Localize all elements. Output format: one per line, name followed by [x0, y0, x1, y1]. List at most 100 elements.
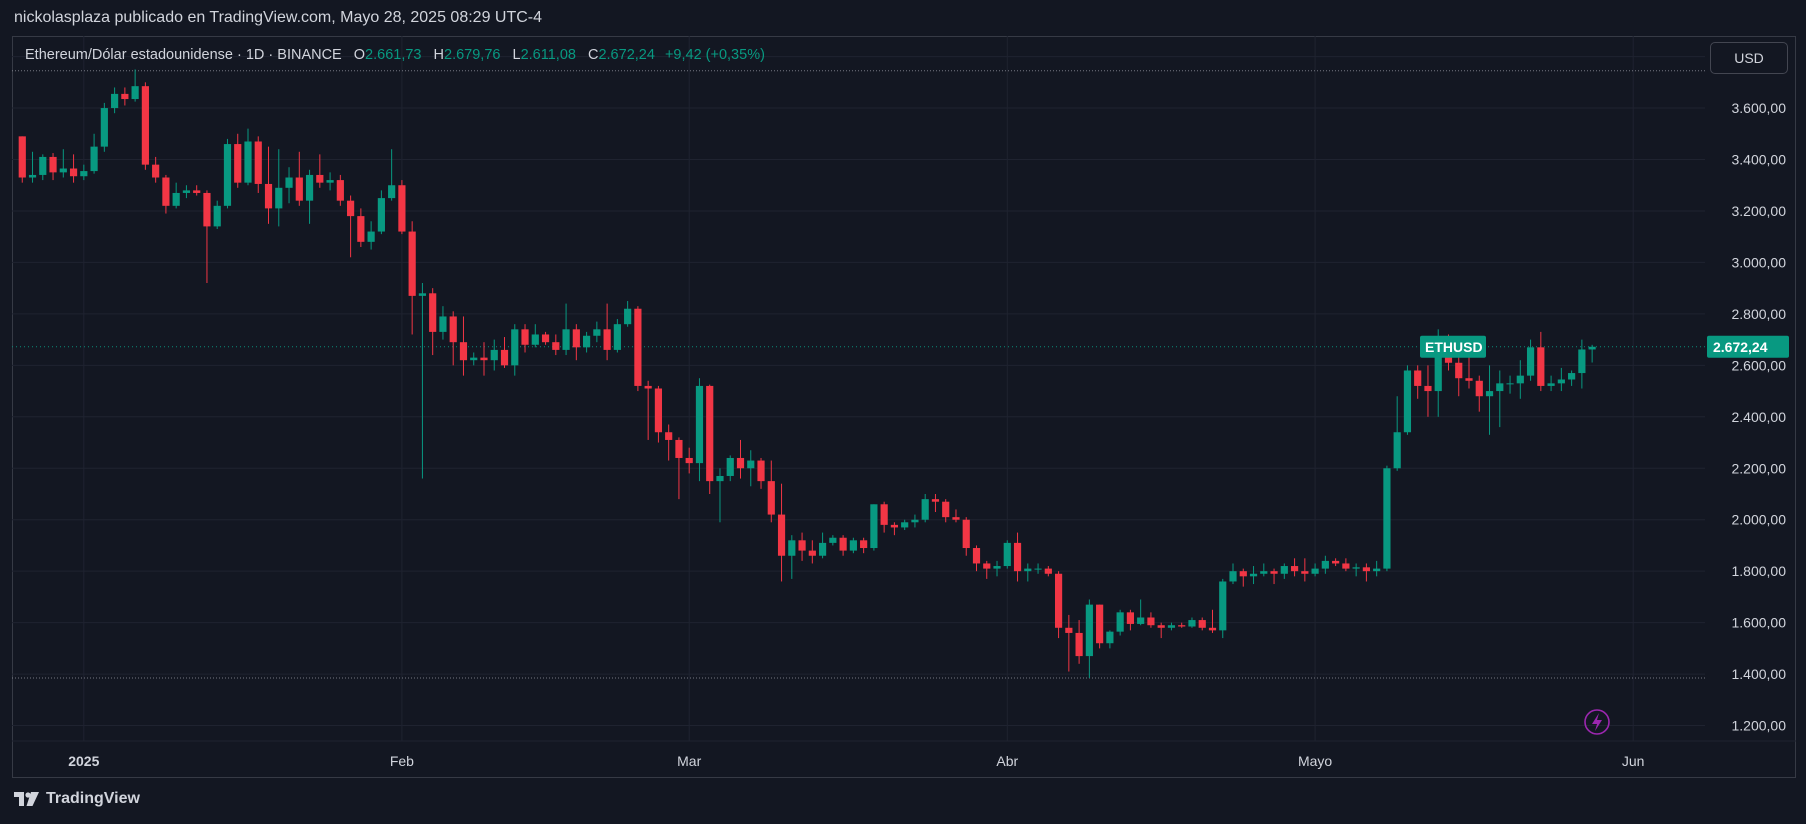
candle-body [1239, 571, 1247, 577]
candle [736, 439, 745, 479]
candle-body [1003, 542, 1011, 567]
candle [275, 149, 283, 227]
candle-body [931, 499, 940, 502]
candle [213, 200, 221, 229]
candle [788, 535, 796, 579]
candle-body [182, 190, 191, 193]
candle-body [1024, 568, 1032, 572]
candle [1465, 355, 1473, 389]
candle [347, 195, 355, 258]
candle-body [1096, 604, 1104, 644]
candle-body [1270, 571, 1278, 574]
candle [1034, 563, 1042, 574]
candle [1198, 617, 1206, 631]
low-key: L [512, 47, 521, 63]
candle [983, 560, 991, 579]
candle [1373, 560, 1381, 577]
candle-body [388, 185, 396, 199]
candle-body [685, 457, 693, 464]
candle-body [1506, 383, 1514, 385]
candle [367, 221, 375, 250]
candle [993, 560, 1001, 577]
candle-body [28, 174, 37, 178]
grid-layer [12, 36, 1705, 741]
candle-body [1496, 383, 1504, 392]
candle [767, 460, 775, 523]
price-tag-symbol: ETHUSD [1425, 339, 1483, 355]
candle-body [962, 519, 970, 549]
time-axis[interactable]: 2025 Feb Mar Abr Mayo Jun [12, 740, 1796, 769]
candle-body [880, 504, 888, 525]
candle-body [1414, 370, 1422, 386]
change-value: +9,42 (+0,35%) [664, 47, 765, 63]
price-tag-symbol-bg [1420, 335, 1486, 358]
footer-brand-label: TradingView [46, 790, 140, 807]
current-price-tag: ETHUSD 2.672,24 [1420, 335, 1789, 358]
candle-body [1188, 620, 1196, 627]
candle [808, 540, 816, 564]
currency-button[interactable]: USD [1710, 42, 1788, 74]
candle-body [1485, 391, 1494, 397]
close-value: 2.672,24 [598, 47, 655, 63]
candle [1106, 630, 1114, 649]
candle-body [316, 174, 324, 183]
candle [1568, 370, 1576, 386]
candle [972, 545, 981, 572]
candle [244, 128, 252, 186]
footer-brand[interactable]: TradingView [14, 790, 140, 808]
candle [1547, 375, 1555, 392]
candle [316, 154, 324, 188]
candle [1403, 365, 1412, 435]
candle-body [1116, 612, 1124, 632]
candle-body [1516, 375, 1524, 384]
candle [1229, 563, 1237, 585]
price-tag-price-bg [1707, 335, 1789, 358]
candle [1557, 367, 1565, 392]
candle [1260, 563, 1268, 577]
candle [1003, 540, 1011, 569]
candle-body [572, 329, 580, 348]
x-tick-label: Mayo [1298, 753, 1332, 769]
candle-body [1208, 627, 1217, 631]
candle [1588, 344, 1596, 363]
candle-body [1424, 385, 1432, 392]
candle-body [767, 481, 775, 515]
open-value: 2.661,73 [365, 47, 422, 63]
candle [531, 324, 539, 348]
low-value: 2.611,08 [520, 47, 576, 63]
close-key: C [587, 47, 599, 63]
price-axis[interactable]: 3.800,003.600,003.400,003.200,003.000,00… [1732, 49, 1787, 734]
candlestick-chart[interactable]: 3.800,003.600,003.400,003.200,003.000,00… [12, 36, 1796, 778]
candle [613, 319, 621, 353]
candle [100, 102, 108, 152]
candle [398, 180, 406, 235]
candle-body [849, 540, 857, 551]
candle-body [1085, 604, 1093, 657]
candle [254, 136, 262, 193]
candle [675, 437, 683, 500]
candle [388, 149, 396, 201]
candle [1414, 365, 1422, 399]
candle [1537, 331, 1545, 392]
y-tick-label: 1.600,00 [1732, 615, 1787, 631]
candle [1085, 599, 1093, 678]
candle [521, 324, 529, 353]
candle [1475, 375, 1483, 412]
candle [593, 321, 601, 343]
candle-body [993, 566, 1001, 569]
candle [152, 156, 160, 183]
candle [480, 342, 488, 376]
price-tag-price: 2.672,24 [1713, 339, 1768, 355]
candle [1054, 571, 1063, 639]
candle-body [541, 334, 550, 343]
candle-body [172, 192, 180, 206]
candle [654, 385, 663, 443]
candle-body [1455, 362, 1463, 379]
candle-body [1332, 560, 1340, 564]
candle-body [480, 357, 488, 361]
lightning-icon[interactable] [1584, 709, 1610, 735]
candle [829, 535, 837, 546]
candle-body [357, 216, 365, 242]
candle-body [1198, 620, 1206, 628]
